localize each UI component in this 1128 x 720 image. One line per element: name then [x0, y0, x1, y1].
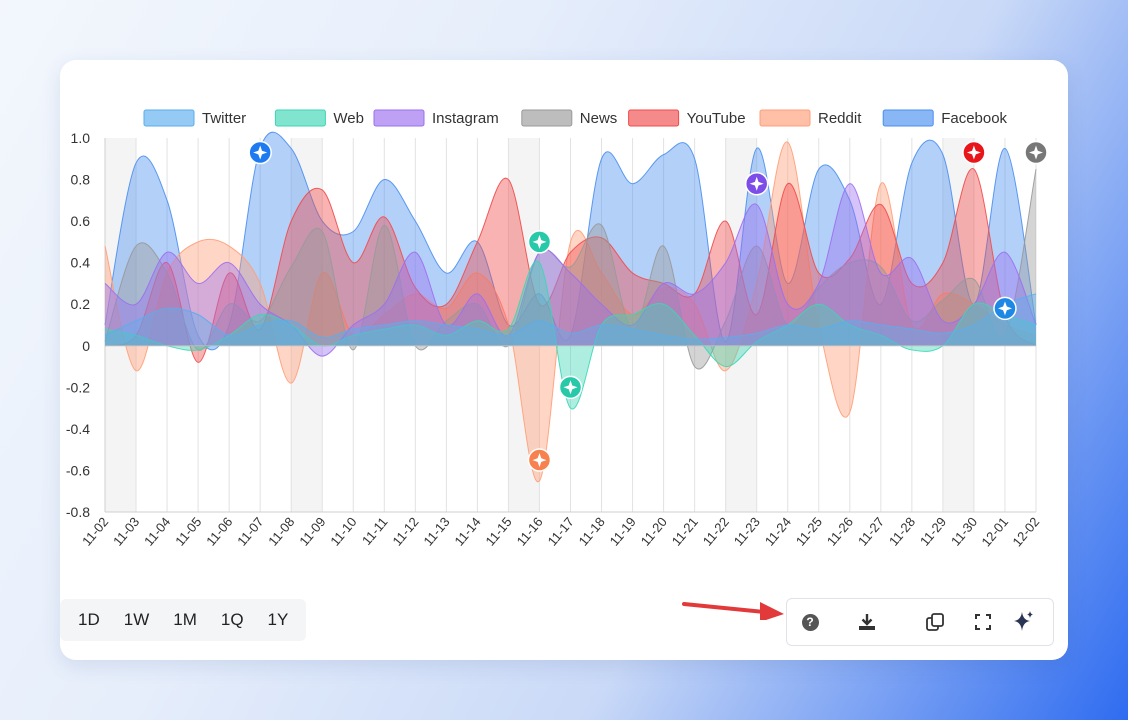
marker-youtube-11-30-star [966, 145, 981, 160]
range-1y-button[interactable]: 1Y [256, 599, 301, 641]
legend-label-reddit: Reddit [818, 110, 862, 127]
x-tick-label: 11-15 [482, 514, 514, 548]
x-tick-label: 11-10 [327, 514, 359, 548]
legend-label-web: Web [333, 110, 364, 127]
x-tick-label: 11-21 [669, 514, 701, 548]
chart: 1.00.80.60.40.20-0.2-0.4-0.6-0.811-0211-… [66, 109, 1048, 549]
chart-card: 1.0 0.8 0.6 0.4 0.2 0 -0.2 -0.4 -0.6 -0.8 11-02 11-… [60, 60, 1068, 660]
legend-swatch-youtube [628, 109, 680, 127]
x-tick-label: 11-06 [203, 514, 235, 548]
legend-swatch-web [274, 109, 326, 127]
x-tick-label: 11-03 [110, 514, 142, 548]
y-tick-label: -0.2 [66, 379, 90, 395]
weekend-band [291, 138, 323, 512]
legend-label-instagram: Instagram [432, 110, 499, 127]
x-tick-label: 11-17 [545, 514, 577, 548]
x-tick-label: 11-04 [141, 514, 173, 548]
x-tick-label: 12-02 [1009, 514, 1042, 549]
y-tick-label: 0.8 [71, 172, 91, 188]
help-icon[interactable]: ? [796, 608, 824, 636]
series-line-youtube [104, 168, 1037, 363]
legend-swatch-twitter [143, 109, 195, 127]
y-tick-label: -0.8 [66, 504, 90, 520]
x-tick-label: 11-08 [265, 514, 297, 548]
x-tick-label: 11-25 [793, 514, 825, 548]
marker-facebook-12-01-star [998, 301, 1012, 316]
y-tick-label: -0.6 [66, 462, 90, 478]
x-tick-label: 11-23 [731, 514, 763, 548]
series-area-instagram [105, 183, 1036, 357]
x-tick-label: 11-27 [855, 514, 887, 548]
marker-news-12-02-star [1029, 145, 1043, 160]
series-line-reddit [104, 141, 1037, 483]
marker-web-11-16-star [532, 234, 547, 249]
range-1w-button[interactable]: 1W [112, 599, 162, 641]
series-line-twitter [104, 293, 1037, 341]
download-icon[interactable] [853, 608, 881, 636]
y-tick-label: 0 [82, 338, 90, 354]
series-line-instagram [104, 183, 1037, 357]
series-area-news [105, 169, 1036, 370]
fullscreen-icon[interactable] [969, 608, 997, 636]
x-tick-label: 11-05 [172, 514, 204, 548]
range-1m-button[interactable]: 1M [161, 599, 209, 641]
time-range-selector: 1D 1W 1M 1Q 1Y [60, 599, 307, 641]
y-tick-label: 1.0 [71, 130, 91, 146]
red-arrow-icon [682, 602, 784, 620]
x-tick-label: 11-28 [886, 514, 918, 548]
legend-swatch-instagram [373, 109, 425, 127]
series-area-reddit [105, 141, 1036, 482]
chart-toolbar: ? [786, 598, 1054, 646]
y-tick-label: -0.4 [66, 421, 90, 437]
x-tick-label: 11-30 [948, 514, 980, 548]
marker-reddit-11-16-star [532, 453, 547, 468]
legend-swatch-news [521, 109, 573, 127]
series-line-facebook [104, 131, 1037, 351]
x-tick-label: 11-19 [607, 514, 639, 548]
x-tick-label: 11-22 [700, 514, 732, 548]
x-tick-label: 11-18 [576, 514, 608, 548]
x-tick-label: 11-16 [514, 514, 546, 548]
range-1d-button[interactable]: 1D [66, 599, 112, 641]
x-tick-label: 11-11 [359, 514, 391, 548]
marker-facebook-11-07-star [253, 145, 268, 160]
sparkle-icon[interactable] [1009, 608, 1037, 636]
legend-label-youtube: YouTube [687, 110, 746, 127]
y-tick-label: 0.2 [71, 296, 91, 312]
x-tick-label: 11-09 [296, 514, 328, 548]
x-tick-label: 11-12 [389, 514, 421, 548]
x-tick-label: 11-13 [420, 514, 452, 548]
legend-label-twitter: Twitter [202, 110, 246, 127]
legend-label-facebook: Facebook [941, 110, 1007, 127]
copy-icon[interactable] [921, 608, 949, 636]
x-tick-label: 12-01 [978, 514, 1011, 549]
legend-swatch-facebook [882, 109, 934, 127]
x-tick-label: 11-07 [234, 514, 266, 548]
y-tick-label: 0.6 [71, 213, 91, 229]
x-tick-label: 11-26 [824, 514, 856, 548]
series-line-web [104, 260, 1037, 410]
marker-instagram-11-23-star [749, 176, 764, 191]
range-1q-button[interactable]: 1Q [209, 599, 256, 641]
y-tick-label: 0.4 [71, 255, 91, 271]
x-tick-label: 11-24 [762, 514, 794, 548]
x-tick-label: 11-20 [638, 514, 670, 548]
marker-web-11-17-star [563, 380, 578, 395]
x-tick-label: 11-29 [917, 514, 949, 548]
series-area-twitter [105, 293, 1036, 346]
legend-swatch-reddit [759, 109, 811, 127]
legend-label-news: News [580, 110, 618, 127]
series-area-youtube [105, 168, 1036, 363]
x-tick-label: 11-14 [451, 514, 483, 548]
